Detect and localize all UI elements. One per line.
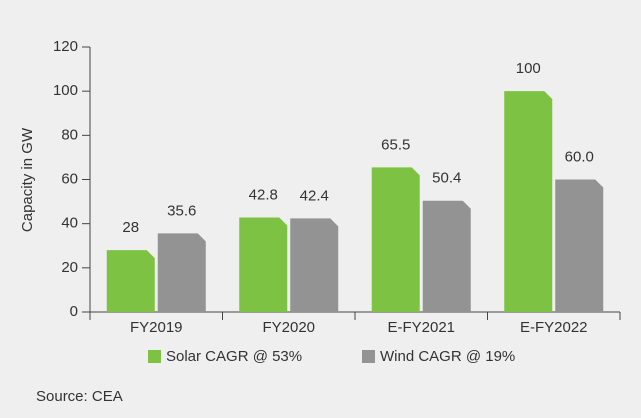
y-tick-label: 80: [61, 126, 78, 143]
value-label: 28: [122, 219, 139, 236]
y-tick-label: 20: [61, 259, 78, 276]
value-label: 65.5: [381, 136, 410, 153]
y-tick-label: 120: [53, 38, 78, 55]
bar: [157, 233, 206, 312]
x-tick-label: FY2020: [262, 319, 315, 336]
value-label: 42.4: [300, 187, 329, 204]
legend-label: Solar CAGR @ 53%: [166, 348, 302, 365]
bar: [290, 218, 339, 312]
legend-swatch: [362, 350, 375, 363]
bar: [239, 217, 288, 312]
bar: [371, 167, 420, 312]
y-tick-label: 0: [70, 303, 78, 320]
x-tick-label: E-FY2022: [520, 319, 588, 336]
value-label: 60.0: [565, 148, 594, 165]
bar: [504, 91, 553, 313]
bar: [106, 250, 155, 312]
legend-label: Wind CAGR @ 19%: [380, 348, 515, 365]
y-tick-label: 60: [61, 170, 78, 187]
source: Source: CEA: [36, 388, 123, 405]
y-axis-title: Capacity in GW: [19, 127, 36, 232]
bar: [555, 179, 604, 312]
bar: [422, 200, 471, 312]
value-label: 35.6: [167, 202, 196, 219]
value-label: 100: [516, 60, 541, 77]
legend-swatch: [148, 350, 161, 363]
value-label: 42.8: [249, 186, 278, 203]
value-label: 50.4: [432, 170, 461, 187]
y-tick-label: 100: [53, 82, 78, 99]
x-tick-label: E-FY2021: [387, 319, 455, 336]
x-tick-label: FY2019: [130, 319, 183, 336]
y-tick-label: 40: [61, 215, 78, 232]
